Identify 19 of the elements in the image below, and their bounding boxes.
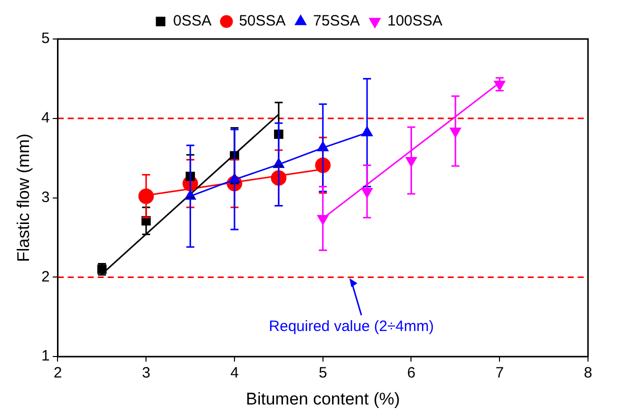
x-tick-label: 4 bbox=[230, 364, 239, 382]
y-tick-label: 1 bbox=[41, 348, 50, 365]
legend-label: 50SSA bbox=[238, 12, 286, 30]
x-tick-label: 8 bbox=[584, 364, 592, 382]
y-tick-label: 4 bbox=[41, 110, 50, 127]
x-tick-label: 7 bbox=[495, 364, 504, 382]
legend-label: 75SSA bbox=[313, 12, 360, 30]
x-tick-label: 5 bbox=[318, 364, 328, 382]
legend-label: 100SSA bbox=[387, 12, 442, 30]
x-tick-label: 2 bbox=[54, 364, 62, 382]
y-tick-label: 2 bbox=[41, 268, 50, 286]
x-tick-label: 3 bbox=[142, 364, 150, 382]
x-tick-label: 6 bbox=[407, 364, 416, 382]
y-tick-label: 5 bbox=[41, 30, 50, 48]
x-axis-title: Bitumen content (%) bbox=[246, 389, 400, 408]
annotation: Required value (2÷4mm) bbox=[268, 318, 434, 335]
y-axis-title: Flastic flow (mm) bbox=[14, 134, 33, 262]
legend-label: 0SSA bbox=[173, 12, 212, 30]
y-tick-label: 3 bbox=[41, 188, 50, 206]
